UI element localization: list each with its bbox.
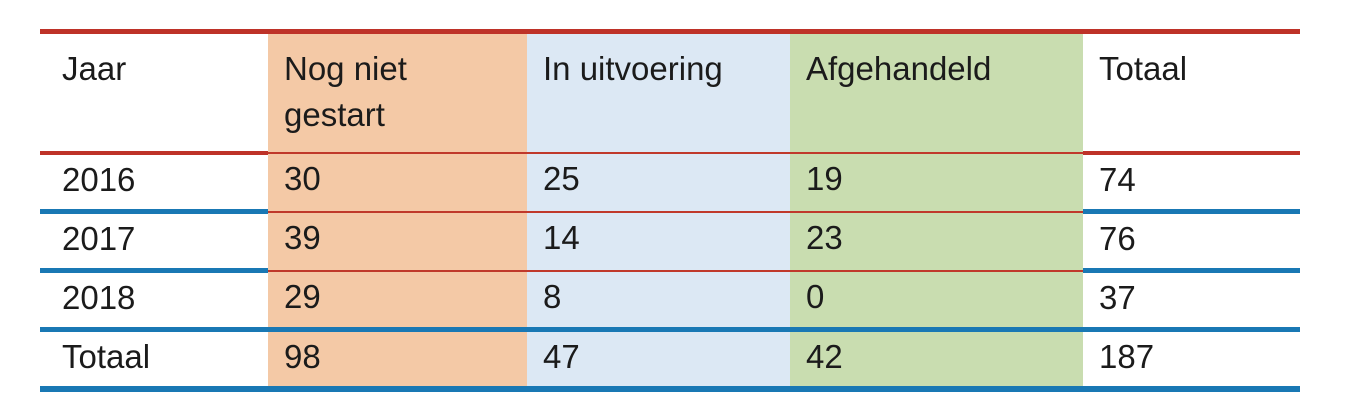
status-table-container: Jaar Nog niet gestart In uitvoering Afge… <box>40 29 1300 393</box>
value-cell-afgehandeld: 19 <box>790 153 1083 213</box>
column-header-afgehandeld: Afgehandeld <box>790 29 1083 155</box>
column-header-jaar: Jaar <box>40 29 268 156</box>
total-cell-totaal: 187 <box>1083 329 1300 393</box>
total-label-cell: Totaal <box>40 329 268 393</box>
value-cell-nog-niet-gestart: 39 <box>268 211 527 272</box>
header-row: Jaar Nog niet gestart In uitvoering Afge… <box>40 29 1300 156</box>
column-header-nog-niet-gestart: Nog niet gestart <box>268 29 527 155</box>
total-cell-afgehandeld: 42 <box>790 329 1083 393</box>
total-cell-in-uitvoering: 47 <box>527 329 790 393</box>
column-header-totaal: Totaal <box>1083 29 1300 156</box>
value-cell-totaal: 74 <box>1083 153 1300 215</box>
value-cell-nog-niet-gestart: 29 <box>268 270 527 333</box>
year-cell: 2016 <box>40 153 268 215</box>
table-row-2017: 2017 39 14 23 76 <box>40 211 1300 274</box>
value-cell-totaal: 37 <box>1083 270 1300 333</box>
value-cell-totaal: 76 <box>1083 211 1300 274</box>
table-row-totaal: Totaal 98 47 42 187 <box>40 329 1300 393</box>
column-header-in-uitvoering: In uitvoering <box>527 29 790 155</box>
value-cell-nog-niet-gestart: 30 <box>268 153 527 213</box>
value-cell-in-uitvoering: 14 <box>527 211 790 272</box>
year-cell: 2017 <box>40 211 268 274</box>
value-cell-afgehandeld: 0 <box>790 270 1083 333</box>
total-cell-nog-niet-gestart: 98 <box>268 329 527 393</box>
value-cell-in-uitvoering: 25 <box>527 153 790 213</box>
year-cell: 2018 <box>40 270 268 333</box>
column-header-nog-niet-gestart-label: Nog niet gestart <box>284 50 407 134</box>
status-table: Jaar Nog niet gestart In uitvoering Afge… <box>40 29 1300 393</box>
table-row-2016: 2016 30 25 19 74 <box>40 153 1300 215</box>
value-cell-afgehandeld: 23 <box>790 211 1083 272</box>
value-cell-in-uitvoering: 8 <box>527 270 790 333</box>
table-row-2018: 2018 29 8 0 37 <box>40 270 1300 333</box>
